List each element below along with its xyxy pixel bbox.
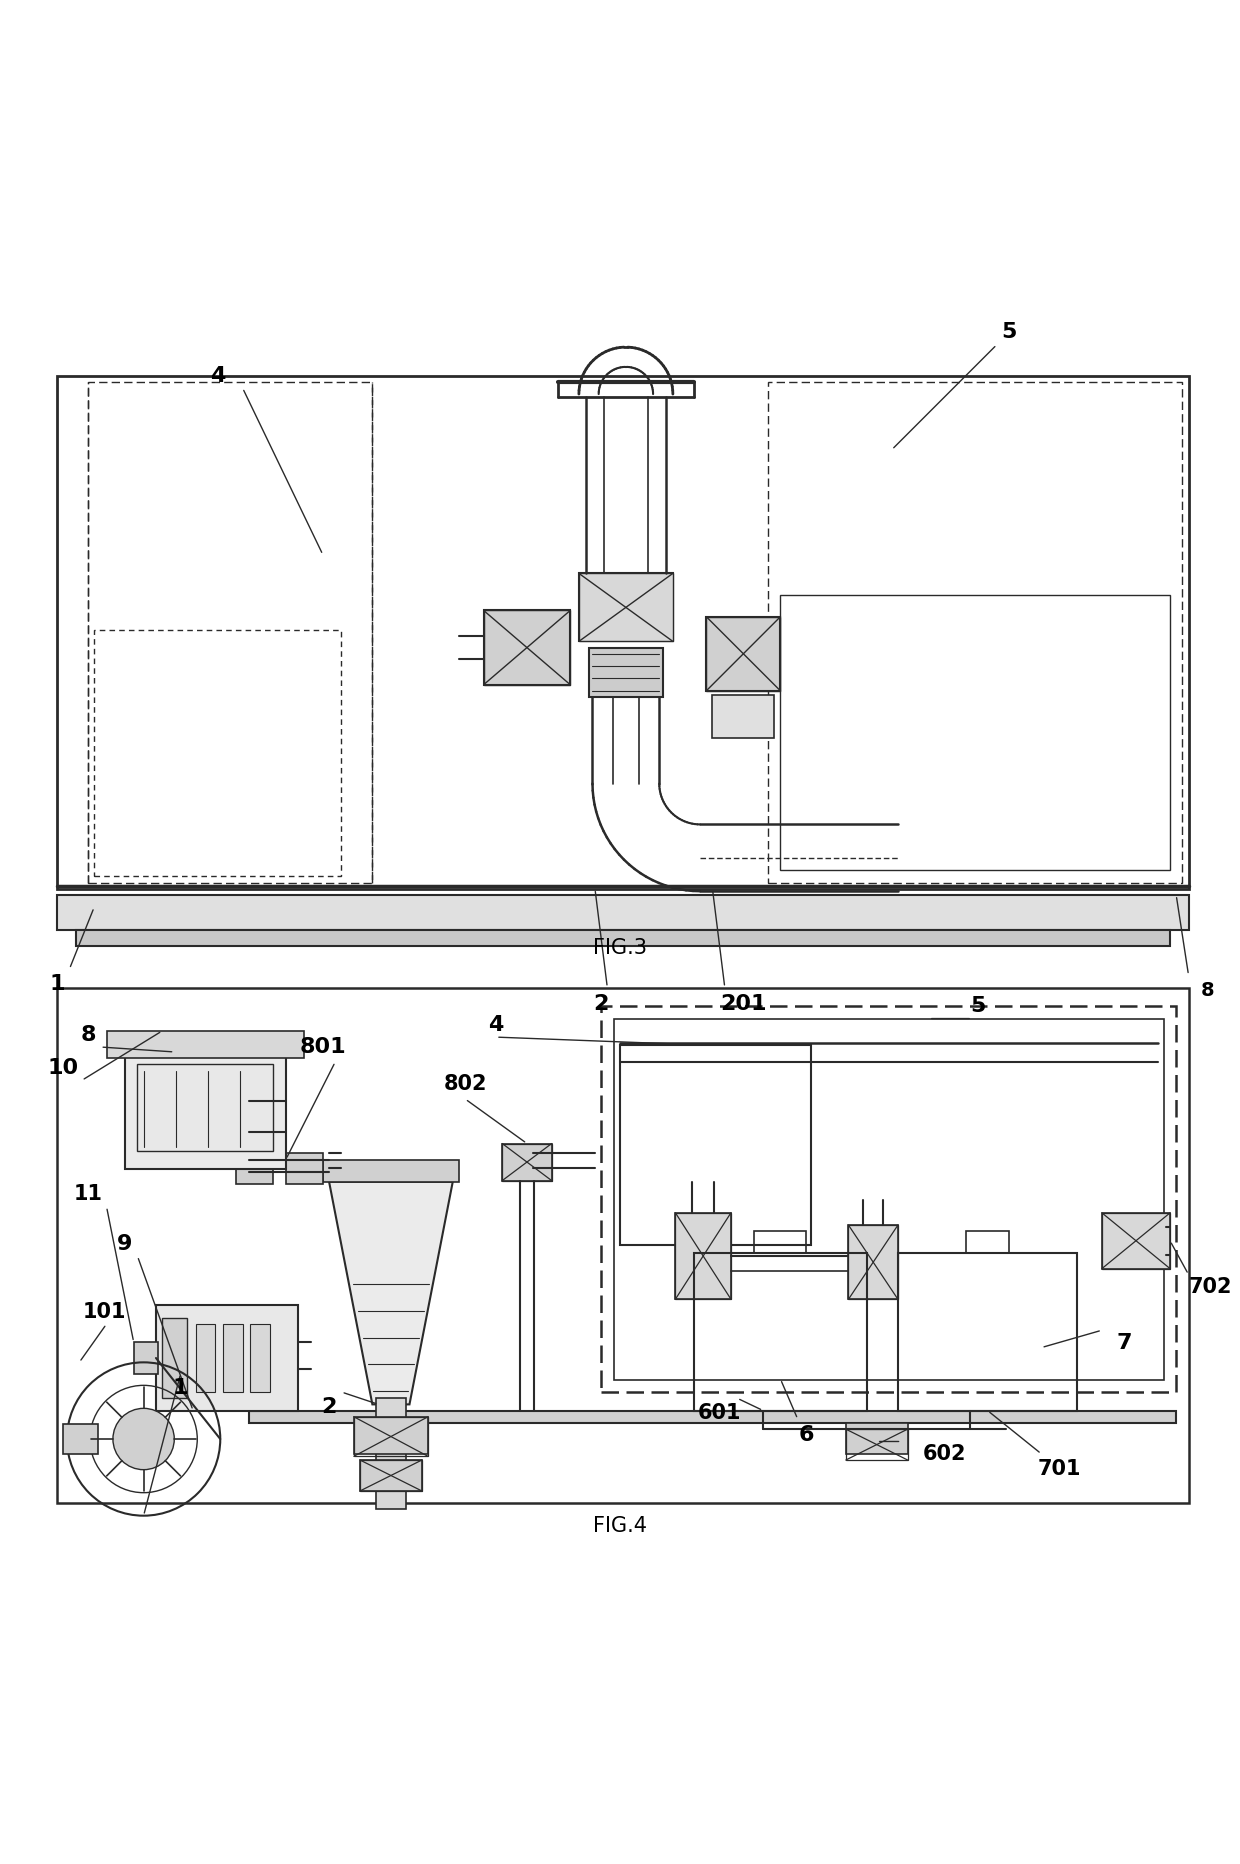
Polygon shape: [329, 1182, 453, 1404]
Bar: [237, 1154, 274, 1184]
Bar: [579, 574, 673, 641]
Bar: [502, 1143, 552, 1180]
Bar: [589, 647, 663, 697]
Bar: [376, 1398, 405, 1510]
Bar: [484, 611, 570, 684]
Bar: [57, 895, 1188, 930]
Bar: [249, 1411, 1177, 1422]
Text: 5: 5: [1002, 322, 1017, 343]
Bar: [676, 1213, 732, 1299]
Bar: [1102, 1213, 1171, 1269]
Text: 7: 7: [1116, 1333, 1132, 1353]
Text: 802: 802: [444, 1074, 487, 1094]
Bar: [156, 1305, 298, 1411]
Bar: [57, 988, 1188, 1502]
Bar: [579, 574, 673, 641]
Bar: [966, 1230, 1009, 1253]
Bar: [162, 1318, 187, 1398]
Bar: [353, 1417, 428, 1456]
Text: 4: 4: [210, 365, 226, 386]
Bar: [601, 1007, 1177, 1392]
Text: 801: 801: [300, 1036, 346, 1057]
Bar: [57, 375, 1188, 889]
Text: 2: 2: [594, 994, 609, 1014]
Text: 2: 2: [321, 1396, 337, 1417]
Bar: [484, 611, 570, 684]
Bar: [707, 617, 780, 692]
Bar: [898, 1253, 1078, 1411]
Text: 8: 8: [81, 1025, 95, 1044]
Bar: [134, 1342, 159, 1374]
Bar: [138, 1064, 274, 1150]
Text: 702: 702: [1189, 1277, 1233, 1297]
Bar: [694, 1253, 867, 1411]
Bar: [223, 1323, 243, 1392]
Bar: [94, 630, 341, 876]
Text: 8: 8: [1200, 980, 1214, 999]
Bar: [322, 1159, 459, 1182]
Bar: [250, 1323, 270, 1392]
Bar: [285, 1154, 322, 1184]
Text: 1: 1: [50, 973, 64, 994]
Bar: [846, 1422, 908, 1454]
Text: 9: 9: [118, 1234, 133, 1254]
Bar: [780, 595, 1171, 870]
Text: FIG.3: FIG.3: [593, 938, 647, 958]
Text: 602: 602: [923, 1445, 966, 1463]
Bar: [360, 1460, 422, 1491]
Bar: [848, 1225, 898, 1299]
Bar: [1102, 1213, 1171, 1269]
Text: 5: 5: [971, 995, 986, 1016]
Bar: [620, 1046, 811, 1245]
Text: 201: 201: [720, 994, 766, 1014]
Bar: [713, 695, 774, 738]
Bar: [360, 1460, 422, 1491]
Text: FIG.4: FIG.4: [593, 1515, 647, 1536]
Bar: [707, 617, 780, 692]
Bar: [63, 1424, 98, 1454]
Bar: [353, 1417, 428, 1454]
Bar: [676, 1213, 732, 1299]
Text: 11: 11: [73, 1184, 103, 1204]
Text: 101: 101: [82, 1301, 125, 1322]
Bar: [768, 382, 1183, 882]
Bar: [76, 930, 1171, 945]
Text: 10: 10: [47, 1059, 79, 1077]
Bar: [846, 1430, 908, 1460]
Bar: [502, 1143, 552, 1180]
Text: 1: 1: [172, 1377, 188, 1398]
Bar: [125, 1051, 285, 1169]
Bar: [88, 382, 372, 882]
Text: 701: 701: [1038, 1460, 1081, 1478]
Bar: [848, 1225, 898, 1299]
Bar: [614, 1018, 1164, 1379]
Bar: [754, 1230, 806, 1253]
Bar: [196, 1323, 216, 1392]
Bar: [107, 1031, 304, 1059]
Text: 601: 601: [698, 1404, 742, 1422]
Text: 4: 4: [489, 1014, 503, 1035]
Text: 6: 6: [799, 1426, 815, 1445]
Circle shape: [113, 1409, 175, 1469]
